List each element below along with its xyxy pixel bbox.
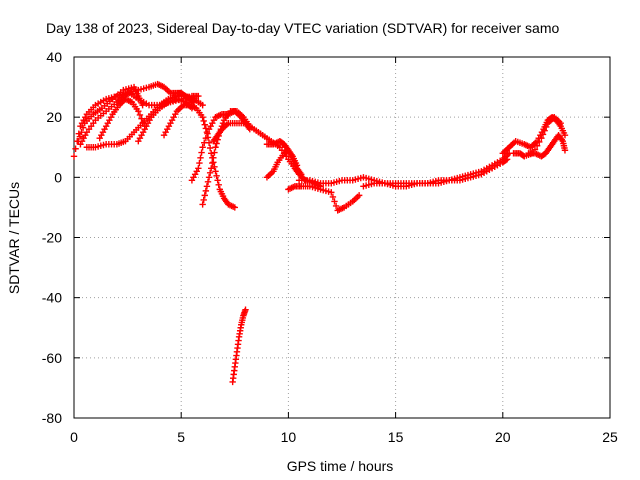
data-point [76,133,84,140]
data-point [78,129,85,136]
data-point [79,124,87,131]
data-point [503,156,511,163]
data-point [201,121,208,128]
y-tick-label: 40 [46,49,62,65]
data-point [242,306,249,313]
data-point [561,132,569,139]
data-point [75,138,82,145]
data-point [135,107,142,115]
series-arc-r [525,132,569,160]
data-point [202,135,210,142]
series-arc-f [135,95,196,145]
data-point [557,119,564,127]
series-arc-m [285,183,363,214]
data-point [197,154,204,161]
data-point [204,178,212,186]
y-tick-label: -40 [42,290,62,306]
data-point [206,144,214,152]
data-point [533,142,541,149]
y-axis-label: SDTVAR / TECUs [6,182,22,294]
series-arc-s [229,306,249,386]
y-tick-label: 20 [46,109,62,125]
data-point [538,135,545,142]
data-point [543,123,550,131]
data-point [536,138,543,146]
data-point [502,156,510,164]
data-point [329,193,337,201]
data-point [199,144,206,151]
x-tick-label: 10 [281,429,297,445]
data-point [195,165,202,172]
y-tick-label: -60 [42,350,62,366]
data-point [201,192,208,199]
y-tick-label: 0 [54,169,62,185]
data-point [199,201,206,208]
data-point [196,159,203,167]
data-point [202,125,210,132]
data-point [213,172,220,180]
data-point [201,139,208,146]
data-point [328,189,335,196]
chart-title: Day 138 of 2023, Sidereal Day-to-day VTE… [46,20,559,36]
x-tick-label: 0 [70,429,78,445]
data-point [195,92,202,100]
data-point [204,130,211,137]
data-point [200,196,207,204]
data-point [539,131,547,138]
x-tick-label: 5 [177,429,185,445]
data-point [209,159,216,167]
data-point [331,198,338,205]
data-point [198,149,205,156]
data-point [231,204,238,211]
data-point [211,163,218,171]
data-points [70,80,569,386]
data-point [203,183,211,190]
data-point [138,115,145,122]
data-point [298,171,305,178]
data-point [332,202,340,210]
x-tick-label: 20 [495,429,511,445]
y-tick-label: -80 [42,410,62,426]
data-point [208,150,215,157]
data-point [136,111,144,119]
data-point [215,181,222,189]
data-point [561,147,569,154]
data-point [208,165,215,172]
data-point [213,140,220,147]
data-point [205,174,213,181]
data-point [212,144,219,151]
series-arc-e [96,95,148,142]
series-arc-c [75,83,146,145]
data-point [212,168,219,175]
grid [74,57,610,418]
data-point [210,154,217,161]
data-point [200,117,207,125]
series-arc-l [263,147,301,181]
data-point [139,101,146,109]
data-point [199,101,206,109]
data-point [293,162,301,169]
data-point [72,145,79,152]
x-tick-label: 25 [602,429,618,445]
data-point [541,127,548,134]
series-arc-o [360,156,511,190]
axis-ticks: 0 5 10 15 20 25 -80 -60 -40 -20 0 20 40 [42,49,618,445]
data-point [214,177,221,184]
data-point [206,169,214,177]
data-point [70,153,78,160]
y-tick-label: -20 [42,230,62,246]
x-axis-label: GPS time / hours [287,458,394,474]
data-point [139,119,147,126]
data-point [211,149,218,156]
data-point [199,113,206,121]
data-point [202,187,210,195]
data-point [355,192,363,199]
series-arc-n [295,150,513,187]
x-tick-label: 15 [388,429,404,445]
